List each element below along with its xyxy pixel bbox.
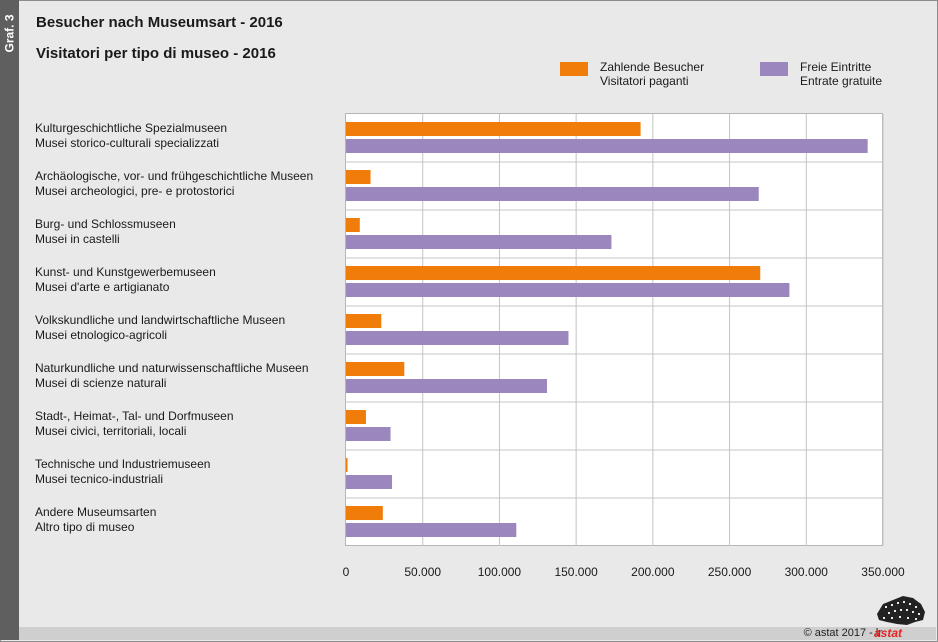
category-label-it: Musei archeologici, pre- e protostorici	[35, 184, 235, 198]
category-label-de: Stadt-, Heimat-, Tal- und Dorfmuseen	[35, 409, 234, 423]
category-label-de: Kunst- und Kunstgewerbemuseen	[35, 265, 216, 279]
category-label-it: Musei civici, territoriali, locali	[35, 424, 187, 438]
category-label-it: Altro tipo di museo	[35, 520, 135, 534]
category-label-it: Musei tecnico-industriali	[35, 472, 164, 486]
bar-free-entries	[346, 427, 391, 441]
side-bar: Graf. 3	[0, 0, 19, 640]
category-label-it: Musei di scienze naturali	[35, 376, 167, 390]
category-label-de: Technische und Industriemuseen	[35, 457, 211, 471]
bar-paying-visitors	[346, 362, 405, 376]
bar-free-entries	[346, 187, 759, 201]
bar-free-entries	[346, 475, 393, 489]
legend-swatch-free	[760, 62, 788, 76]
bar-free-entries	[346, 331, 569, 345]
bar-paying-visitors	[346, 506, 383, 520]
legend-label-paying-it: Visitatori paganti	[600, 74, 689, 88]
bar-free-entries	[346, 139, 868, 153]
bar-paying-visitors	[346, 314, 382, 328]
category-label-it: Musei etnologico-agricoli	[35, 328, 168, 342]
bar-paying-visitors	[346, 170, 371, 184]
legend-label-paying-de: Zahlende Besucher	[600, 60, 705, 74]
x-tick-label: 200.000	[631, 565, 675, 579]
bar-free-entries	[346, 283, 790, 297]
category-label-de: Volkskundliche und landwirtschaftliche M…	[35, 313, 286, 327]
category-label-it: Musei in castelli	[35, 232, 120, 246]
chart-title-german: Besucher nach Museumsart - 2016	[36, 14, 283, 31]
x-tick-label: 100.000	[477, 565, 522, 579]
bar-free-entries	[346, 523, 517, 537]
category-label-de: Naturkundliche und naturwissenschaftlich…	[35, 361, 309, 375]
copyright-text: © astat 2017 - lr	[803, 627, 882, 639]
bar-paying-visitors	[346, 458, 348, 472]
category-label-de: Burg- und Schlossmuseen	[35, 217, 176, 231]
x-tick-label: 300.000	[784, 565, 828, 579]
bar-free-entries	[346, 235, 612, 249]
category-label-de: Kulturgeschichtliche Spezialmuseen	[35, 121, 228, 135]
legend-label-free-de: Freie Eintritte	[800, 60, 872, 74]
x-tick-label: 350.000	[861, 565, 905, 579]
category-label-it: Musei d'arte e artigianato	[35, 280, 170, 294]
bar-paying-visitors	[346, 410, 366, 424]
bar-paying-visitors	[346, 218, 360, 232]
category-label-de: Andere Museumsarten	[35, 505, 157, 519]
bar-paying-visitors	[346, 266, 761, 280]
category-label-it: Musei storico-culturali specializzati	[35, 136, 220, 150]
x-tick-label: 0	[342, 565, 350, 579]
legend-label-free-it: Entrate gratuite	[800, 74, 883, 88]
astat-logo-text: astat	[874, 626, 903, 640]
chart-title-italian: Visitatori per tipo di museo - 2016	[36, 45, 276, 62]
astat-logo	[877, 596, 925, 625]
x-tick-label: 150.000	[554, 565, 598, 579]
x-tick-label: 50.000	[404, 565, 442, 579]
x-tick-label: 250.000	[707, 565, 752, 579]
legend-swatch-paying	[560, 62, 588, 76]
bar-paying-visitors	[346, 122, 641, 136]
footer-band	[19, 627, 936, 640]
category-label-de: Archäologische, vor- und frühgeschichtli…	[35, 169, 314, 183]
bar-free-entries	[346, 379, 547, 393]
